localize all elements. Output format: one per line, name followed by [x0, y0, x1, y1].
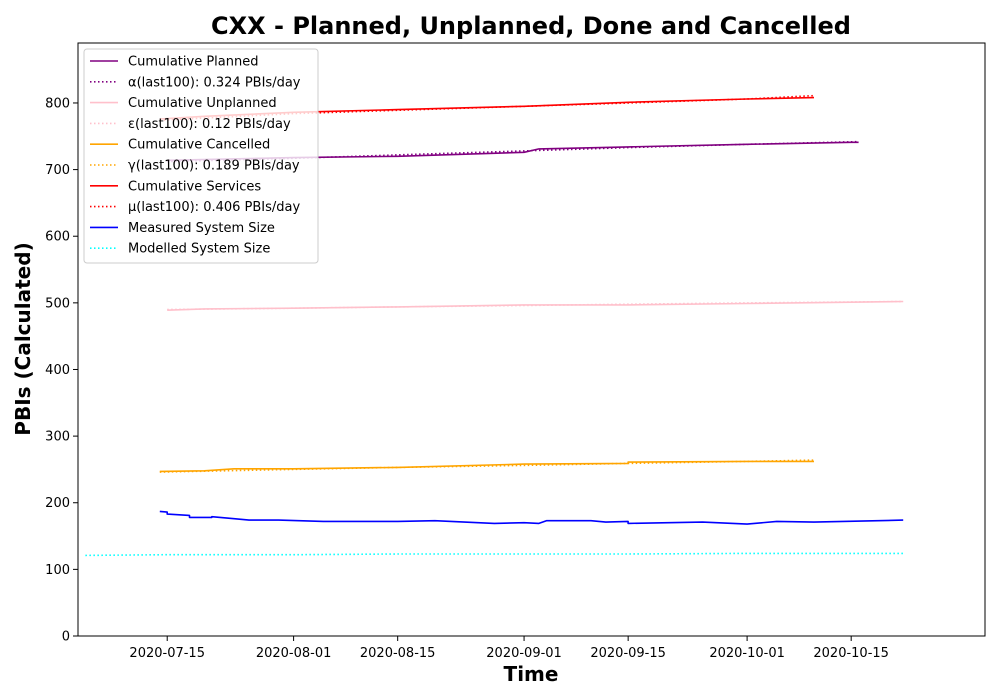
x-tick-label: 2020-09-15 [590, 646, 666, 661]
legend-label: γ(last100): 0.189 PBIs/day [128, 159, 300, 174]
y-tick-label: 800 [45, 96, 70, 111]
y-tick-label: 100 [45, 563, 70, 578]
legend-label: Cumulative Planned [128, 55, 258, 70]
legend-label: α(last100): 0.324 PBIs/day [128, 75, 301, 90]
legend-label: Measured System Size [128, 221, 275, 236]
y-tick-label: 400 [45, 363, 70, 378]
chart-title: CXX - Planned, Unplanned, Done and Cance… [211, 12, 851, 40]
y-tick-label: 300 [45, 430, 70, 445]
x-tick-label: 2020-09-01 [486, 646, 562, 661]
x-tick-label: 2020-07-15 [129, 646, 205, 661]
y-tick-label: 500 [45, 296, 70, 311]
legend-label: Modelled System Size [128, 242, 270, 257]
legend-label: μ(last100): 0.406 PBIs/day [128, 200, 300, 215]
x-tick-label: 2020-08-01 [256, 646, 332, 661]
x-tick-label: 2020-08-15 [360, 646, 436, 661]
legend-label: Cumulative Services [128, 179, 261, 194]
legend-label: Cumulative Cancelled [128, 138, 270, 153]
x-axis-label: Time [504, 662, 559, 686]
y-tick-label: 0 [62, 630, 70, 645]
legend: Cumulative Planned α(last100): 0.324 PBIs… [84, 49, 318, 263]
y-tick-label: 600 [45, 230, 70, 245]
legend-label: ε(last100): 0.12 PBIs/day [128, 117, 291, 132]
x-tick-label: 2020-10-01 [709, 646, 785, 661]
y-tick-label: 200 [45, 496, 70, 511]
y-tick-label: 700 [45, 163, 70, 178]
legend-label: Cumulative Unplanned [128, 96, 277, 111]
x-tick-label: 2020-10-15 [813, 646, 889, 661]
y-axis-label: PBIs (Calculated) [11, 242, 35, 435]
